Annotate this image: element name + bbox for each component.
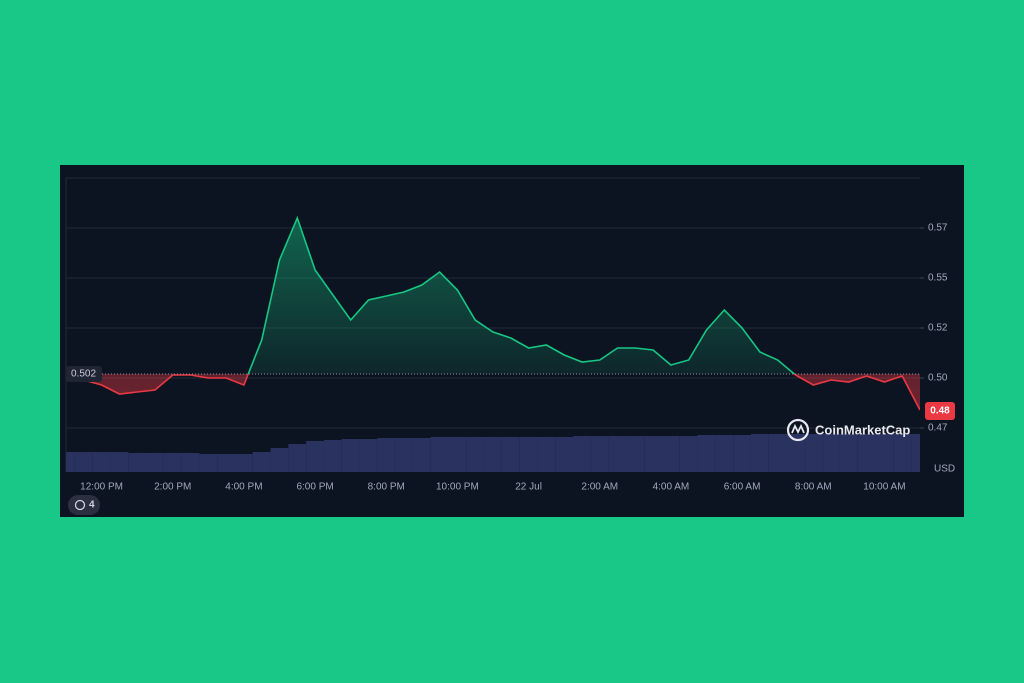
x-tick-label: 2:00 AM xyxy=(581,482,618,493)
baseline-label-box xyxy=(66,366,102,382)
badge-count[interactable]: 4 xyxy=(89,500,95,511)
volume-bar xyxy=(822,434,840,472)
volume-bar xyxy=(875,434,894,472)
volume-bar xyxy=(501,437,520,472)
y-tick-label: 0.52 xyxy=(928,323,948,334)
volume-bar xyxy=(199,454,218,472)
area-down xyxy=(66,374,920,410)
volume-bar xyxy=(288,444,307,472)
baseline-label: 0.502 xyxy=(71,369,96,380)
volume-bar xyxy=(430,437,449,472)
volume-bar xyxy=(448,437,467,472)
watermark: CoinMarketCap xyxy=(786,418,910,442)
volume-bar xyxy=(697,435,716,472)
volume-bar xyxy=(146,453,164,472)
volume-bar xyxy=(537,437,556,472)
volume-bar xyxy=(235,454,253,472)
volume-bar xyxy=(839,434,858,472)
volume-bar xyxy=(804,434,823,472)
volume-bar xyxy=(786,434,805,472)
watermark-text: CoinMarketCap xyxy=(815,422,910,437)
volume-bar xyxy=(644,436,663,472)
volume-bar xyxy=(217,454,236,472)
x-tick-label: 10:00 PM xyxy=(436,482,479,493)
price-line-down xyxy=(66,374,920,411)
volume-bar xyxy=(519,437,538,472)
y-tick-label: 0.55 xyxy=(928,273,948,284)
volume-bar xyxy=(110,452,129,472)
volume-bar xyxy=(911,434,920,472)
history-badge[interactable]: 4 xyxy=(68,495,100,515)
x-tick-label: 6:00 PM xyxy=(296,482,333,493)
volume-bar xyxy=(74,452,93,472)
volume-bar xyxy=(733,435,751,472)
price-line-up xyxy=(247,215,796,374)
volume-bar xyxy=(768,434,787,472)
y-tick-label: 0.47 xyxy=(928,423,948,434)
currency-label: USD xyxy=(934,464,955,475)
volume-bar xyxy=(679,436,698,472)
volume-bar xyxy=(466,437,485,472)
volume-bar xyxy=(323,440,342,472)
volume-bar xyxy=(270,448,289,472)
volume-bar xyxy=(395,438,413,472)
volume-bar xyxy=(750,434,769,472)
volume-bar xyxy=(590,436,609,472)
volume-bar xyxy=(306,441,324,472)
volume-bar xyxy=(359,439,378,472)
y-tick-label: 0.50 xyxy=(928,373,948,384)
last-value-box xyxy=(925,402,955,420)
y-tick-label: 0.57 xyxy=(928,223,948,234)
volume-bar xyxy=(555,437,574,472)
volume-bar xyxy=(626,436,645,472)
volume-bar xyxy=(181,453,200,472)
volume-bar xyxy=(66,452,75,472)
volume-bar xyxy=(341,439,360,472)
volume-bar xyxy=(252,452,271,472)
x-tick-label: 8:00 PM xyxy=(368,482,405,493)
x-tick-label: 12:00 PM xyxy=(80,482,123,493)
x-tick-label: 8:00 AM xyxy=(795,482,832,493)
volume-bar xyxy=(662,436,680,472)
volume-bar xyxy=(377,438,396,472)
x-tick-label: 4:00 PM xyxy=(225,482,262,493)
area-up xyxy=(66,218,920,374)
x-tick-label: 4:00 AM xyxy=(653,482,690,493)
x-tick-label: 6:00 AM xyxy=(724,482,761,493)
volume-bar xyxy=(573,436,591,472)
last-value-label: 0.48 xyxy=(930,406,950,417)
volume-bar xyxy=(163,453,182,472)
x-tick-label: 22 Jul xyxy=(515,482,542,493)
volume-bar xyxy=(857,434,876,472)
volume-bar xyxy=(715,435,734,472)
volume-bar xyxy=(412,438,431,472)
x-tick-label: 10:00 AM xyxy=(863,482,905,493)
x-tick-label: 2:00 PM xyxy=(154,482,191,493)
volume-bar xyxy=(484,437,502,472)
volume-bar xyxy=(893,434,912,472)
volume-bar xyxy=(608,436,627,472)
volume-bar xyxy=(92,452,111,472)
volume-bar xyxy=(128,453,147,472)
